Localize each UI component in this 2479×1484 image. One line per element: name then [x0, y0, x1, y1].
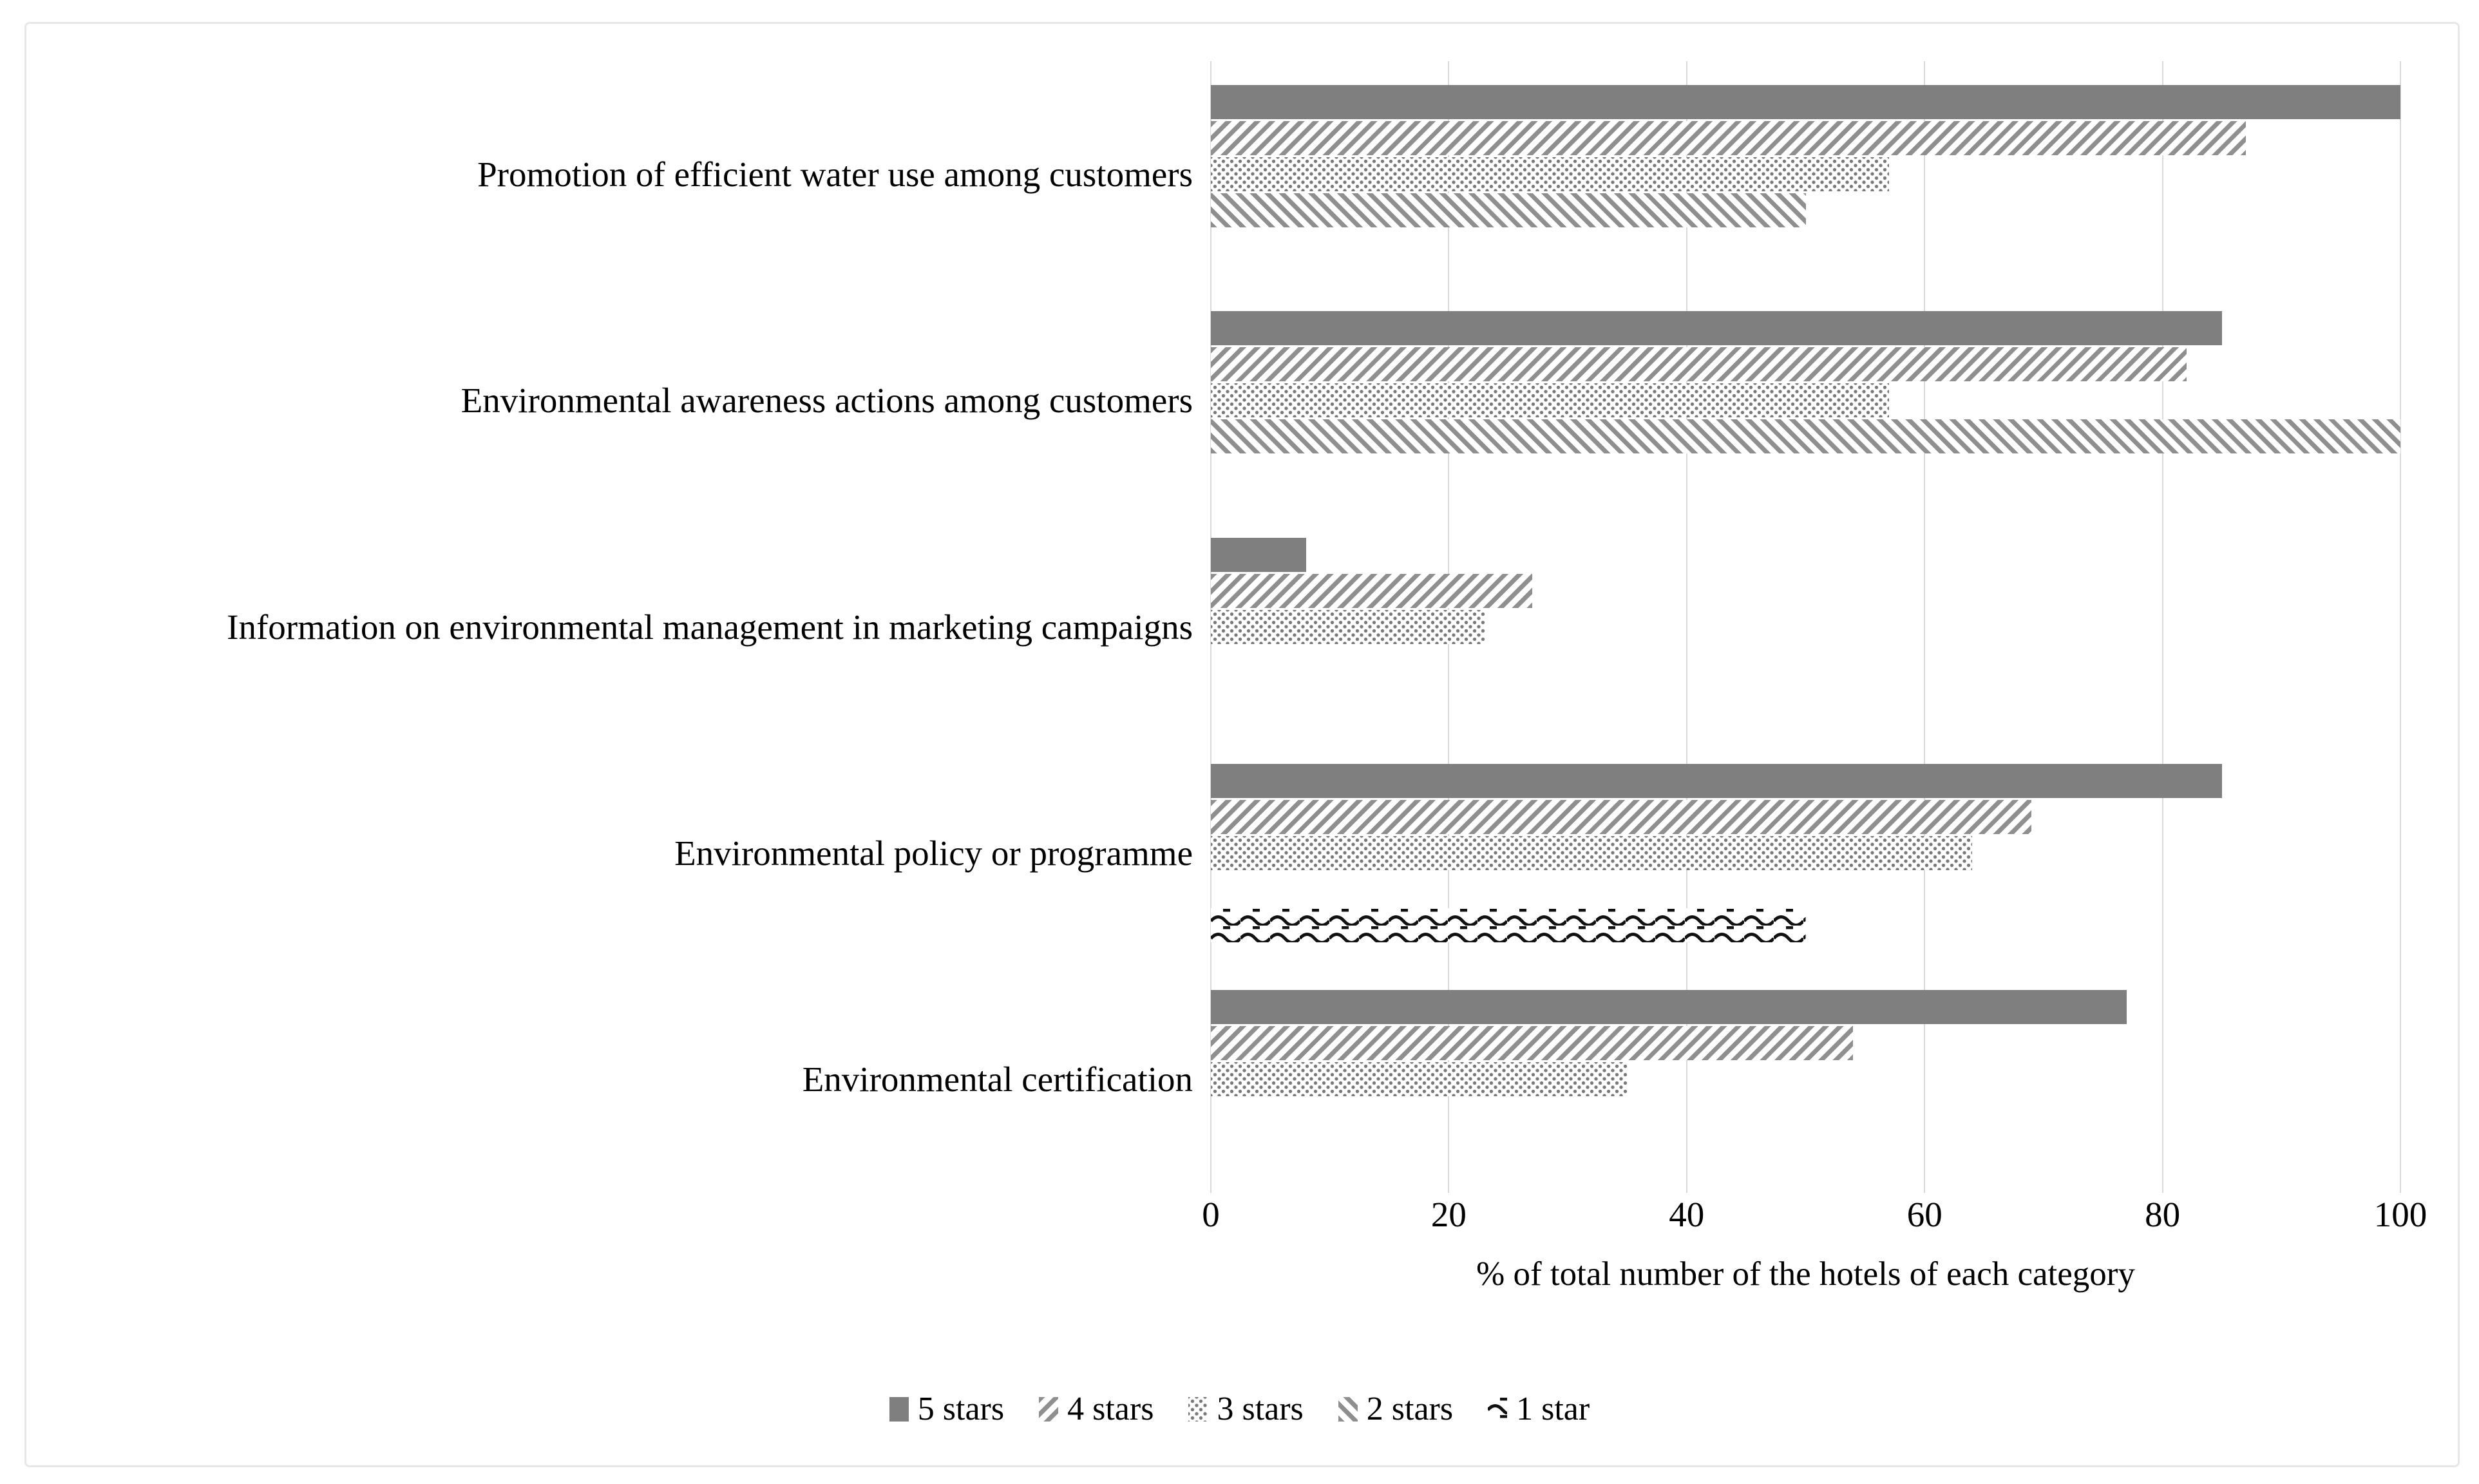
legend-item-2-stars: 2 stars: [1338, 1390, 1453, 1429]
bar-3-stars-category-1: [1211, 157, 1889, 191]
legend-swatch-4-stars: [1039, 1397, 1059, 1422]
bar-1-star-category-4: [1211, 908, 1806, 942]
bar-3-stars-category-2: [1211, 383, 1889, 418]
legend-label-3-stars: 3 stars: [1217, 1391, 1304, 1427]
bar-3-stars-category-5: [1211, 1062, 1628, 1097]
bar-4-stars-category-1: [1211, 120, 2246, 155]
bar-5-stars-category-4: [1211, 763, 2222, 798]
x-axis-title: % of total number of the hotels of each …: [1476, 1255, 2135, 1293]
bar-2-stars-category-2: [1211, 419, 2400, 454]
bar-4-stars-category-5: [1211, 1026, 1854, 1061]
bar-5-stars-category-2: [1211, 311, 2222, 346]
legend-item-3-stars: 3 stars: [1188, 1390, 1304, 1429]
category-label-2: Environmental awareness actions among cu…: [461, 381, 1193, 421]
legend-swatch-5-stars: [889, 1397, 909, 1422]
legend-swatch-1-star: [1488, 1397, 1508, 1422]
category-label-4: Environmental policy or programme: [674, 833, 1193, 873]
plot-area: [1210, 61, 2401, 1193]
bar-5-stars-category-5: [1211, 990, 2127, 1025]
legend-item-4-stars: 4 stars: [1039, 1390, 1154, 1429]
legend-label-4-stars: 4 stars: [1067, 1391, 1154, 1427]
legend-item-5-stars: 5 stars: [889, 1390, 1004, 1429]
chart-figure-border: [24, 22, 2460, 1467]
bar-3-stars-category-4: [1211, 835, 1973, 870]
bar-4-stars-category-3: [1211, 573, 1532, 608]
x-tick-label-40: 40: [1669, 1195, 1705, 1234]
x-tick-label-80: 80: [2145, 1195, 2181, 1234]
category-label-1: Promotion of efficient water use among c…: [477, 154, 1193, 194]
legend-swatch-2-stars: [1338, 1397, 1358, 1422]
legend: 5 stars 4 stars 3 stars 2 stars 1 star: [0, 1390, 2479, 1429]
legend-item-1-star: 1 star: [1488, 1390, 1590, 1429]
bar-5-stars-category-3: [1211, 537, 1306, 572]
bar-4-stars-category-4: [1211, 799, 2032, 834]
bar-3-stars-category-3: [1211, 609, 1485, 644]
wave-swatch-fill: [1488, 1397, 1508, 1422]
legend-label-5-stars: 5 stars: [917, 1391, 1005, 1427]
x-tick-label-60: 60: [1906, 1195, 1942, 1234]
x-tick-label-100: 100: [2373, 1195, 2427, 1234]
bar-5-stars-category-1: [1211, 84, 2400, 119]
gridline-40: [1686, 61, 1687, 1193]
gridline-100: [2400, 61, 2401, 1193]
x-tick-label-20: 20: [1430, 1195, 1467, 1234]
gridline-60: [1924, 61, 1926, 1193]
wave-bar-fill: [1211, 908, 1806, 942]
legend-label-2-stars: 2 stars: [1366, 1391, 1454, 1427]
gridline-80: [2161, 61, 2163, 1193]
category-label-3: Information on environmental management …: [227, 607, 1193, 647]
legend-label-1-star: 1 star: [1516, 1391, 1590, 1427]
bar-4-stars-category-2: [1211, 347, 2187, 382]
legend-swatch-3-stars: [1188, 1397, 1208, 1422]
x-tick-label-0: 0: [1202, 1195, 1220, 1234]
bar-2-stars-category-1: [1211, 193, 1806, 227]
category-label-5: Environmental certification: [802, 1060, 1193, 1099]
